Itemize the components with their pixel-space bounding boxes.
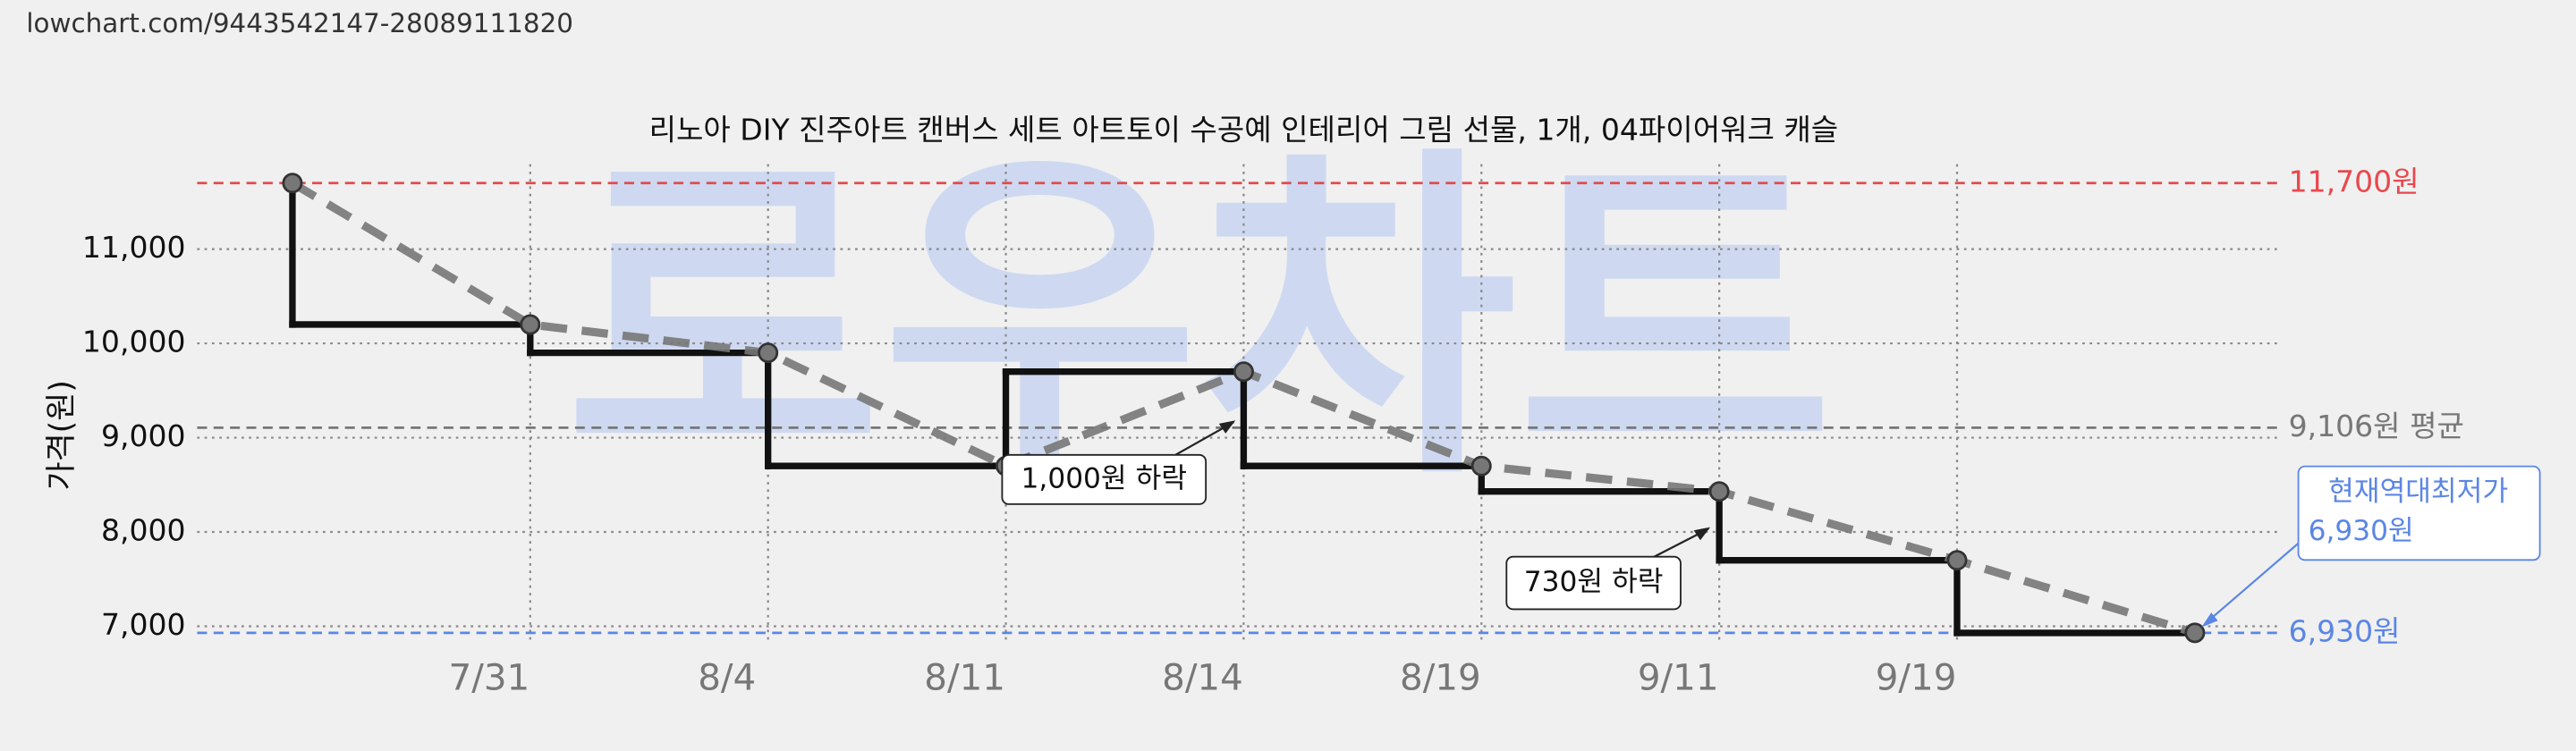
url: lowchart.com/9443542147-28089111820 [26,8,573,38]
point [520,314,541,335]
callout-text: 6,930원 [2309,515,2414,547]
x-tick-label: 8/11 [924,655,1005,698]
point [2184,622,2206,644]
x-tick-label: 7/31 [449,655,530,698]
y-tick-label: 8,000 [101,513,186,548]
arrow-head [1218,420,1236,434]
arrow-head [1693,527,1711,541]
point [758,342,779,364]
point [1946,550,1968,571]
x-tick-label: 8/19 [1400,655,1481,698]
y-tick-label: 9,000 [101,418,186,453]
point [282,173,303,194]
chart-title: 리노아 DIY 진주아트 캔버스 세트 아트토이 수공예 인테리어 그림 선물,… [649,112,1839,147]
point [1470,455,1492,477]
point [1708,481,1730,502]
x-tick-label: 9/11 [1638,655,1719,698]
x-tick-label: 8/14 [1162,655,1243,698]
y-axis-label: 가격(원) [44,380,80,490]
annotation-text: 1,000원 하락 [1021,462,1187,494]
reference-label: 9,106원 평균 [2289,409,2464,443]
y-tick-label: 7,000 [101,607,186,642]
annotation: 1,000원 하락 730원 하락 현재역대최저가 6,930원 [1001,420,2541,628]
callout-text: 현재역대최저가 [2328,476,2508,508]
callout-box [2297,465,2541,561]
reference-label: 11,700원 [2289,164,2419,198]
point [1233,361,1254,383]
annotation-box [1001,453,1208,505]
y-tick-label: 11,000 [82,230,186,265]
reference-label: 6,930원 [2289,613,2401,648]
x-tick-label: 9/19 [1876,655,1957,698]
x-tick-label: 8/4 [698,655,756,698]
annotation-text: 730원 하락 [1524,566,1664,598]
y-tick-label: 10,000 [82,325,186,359]
annotation-box [1505,555,1682,611]
watermark: 로우차트 [564,119,1834,520]
arrow-head [2201,612,2218,628]
arrow [2204,541,2301,625]
